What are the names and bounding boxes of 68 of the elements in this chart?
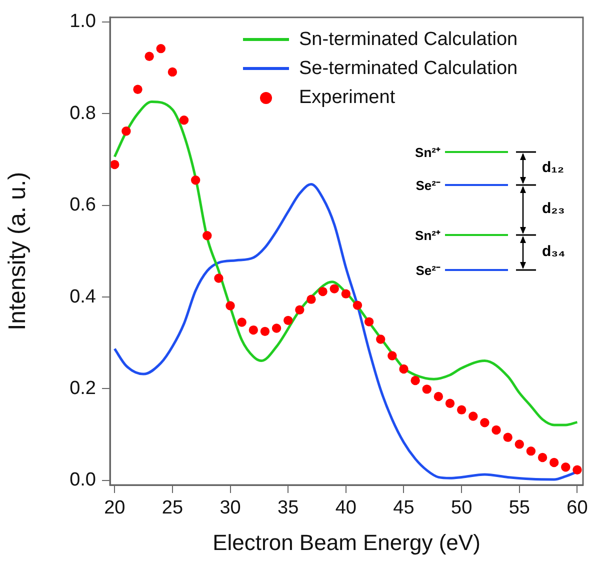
point (248, 325, 258, 335)
point (179, 115, 189, 125)
point (156, 44, 166, 54)
annotation: Se²⁻ (416, 262, 440, 279)
point (144, 52, 154, 61)
annotation: Sn²⁺ (415, 144, 440, 161)
y-tick-label: 0.0 (70, 470, 96, 491)
point (399, 364, 408, 374)
point (492, 425, 501, 435)
point (122, 126, 131, 136)
x-axis-title: Electron Beam Energy (eV) (212, 530, 480, 555)
point (445, 398, 455, 408)
point (168, 67, 178, 77)
point (237, 318, 246, 327)
x-tick-label: 60 (566, 498, 588, 519)
annotation: d₁₂ (542, 158, 564, 176)
y-tick-label: 0.4 (70, 286, 96, 308)
x-tick-label: 55 (508, 498, 530, 519)
point (503, 432, 512, 442)
point (364, 317, 374, 326)
point (514, 440, 524, 449)
x-tick-label: 20 (104, 498, 126, 519)
point (341, 289, 351, 298)
point (468, 412, 478, 421)
point (110, 160, 120, 170)
point (410, 376, 420, 386)
point (306, 294, 316, 304)
x-tick-label: 40 (335, 498, 356, 519)
legend-label: Experiment (299, 86, 396, 108)
point (272, 324, 282, 333)
point (480, 418, 490, 428)
annotation: d₃₄ (542, 242, 566, 260)
annotation: Sn²⁺ (415, 227, 440, 244)
annotation: d₂₃ (542, 200, 565, 217)
y-tick-label: 0.8 (70, 102, 96, 124)
y-axis-title: Intensity (a. u.) (4, 172, 32, 331)
point (561, 462, 570, 472)
x-tick-label: 25 (162, 498, 184, 519)
point (190, 176, 200, 185)
point (549, 458, 559, 468)
point (330, 284, 339, 294)
point (456, 405, 466, 414)
point (526, 446, 536, 456)
y-tick-label: 1.0 (70, 11, 96, 32)
point (284, 316, 293, 326)
point (226, 301, 235, 310)
legend-label: Sn-terminated Calculation (299, 28, 518, 50)
y-tick-label: 0.6 (70, 194, 96, 216)
point (376, 334, 386, 344)
annotation: Se²⁻ (416, 177, 440, 194)
point (214, 274, 224, 283)
x-tick-label: 35 (278, 498, 299, 519)
point (422, 384, 432, 394)
x-tick-label: 45 (393, 498, 414, 519)
x-tick-label: 50 (451, 498, 472, 519)
point (434, 392, 444, 402)
point (538, 452, 548, 462)
point (202, 231, 212, 240)
legend-label: Se-terminated Calculation (299, 58, 518, 80)
x-tick-label: 30 (220, 498, 241, 519)
point (572, 465, 582, 474)
point (318, 286, 328, 296)
point (295, 305, 304, 314)
point (133, 84, 142, 94)
point (388, 351, 397, 360)
y-tick-label: 0.2 (70, 378, 96, 399)
point (352, 300, 362, 310)
point (260, 326, 270, 336)
